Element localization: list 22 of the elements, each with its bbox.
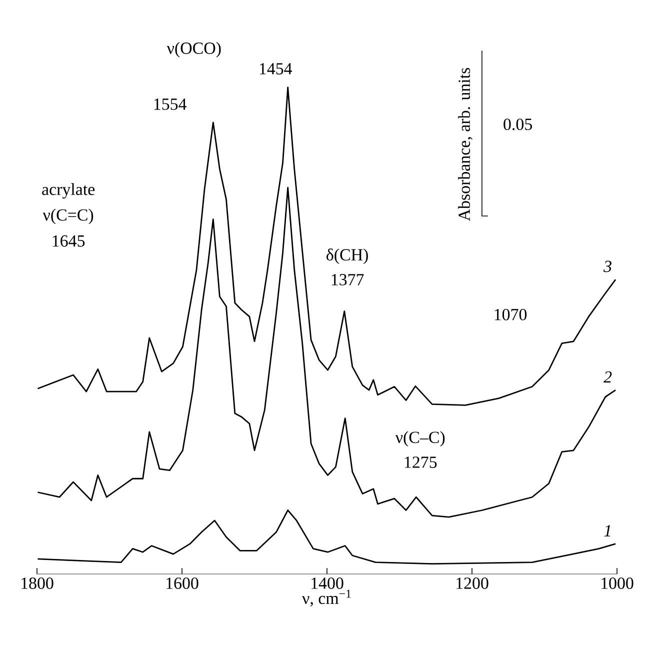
series-label: 3	[604, 260, 612, 272]
series-label: 1	[604, 525, 610, 536]
x-axis-title: ν, cm$^{−1}$	[302, 590, 351, 606]
x-tick-label: 1400	[312, 578, 344, 589]
x-tick-label: 1600	[166, 578, 198, 589]
annotation: 1275	[404, 456, 437, 468]
annotation: 1070	[494, 308, 527, 320]
text: 1454	[260, 63, 292, 74]
text: ν(OCO)	[166, 42, 221, 58]
annotation: 0.05	[504, 118, 532, 130]
annotation: ν(C=C)	[42, 208, 94, 224]
x-tick-label: 1000	[602, 578, 634, 589]
annotation: 1645	[52, 235, 85, 247]
annotation: 1554	[154, 98, 186, 110]
annotation: ν(C–C)	[395, 431, 445, 447]
annotation: δ(CH)	[326, 248, 368, 264]
x-tick-label: 1200	[456, 578, 488, 589]
series-label: 2	[604, 371, 612, 383]
x-tick-label: 1800	[22, 578, 54, 589]
y-axis-title: Absorbance, arb. units	[458, 68, 472, 222]
annotation: 1377	[332, 274, 364, 286]
annotation: acrylate	[42, 183, 95, 199]
